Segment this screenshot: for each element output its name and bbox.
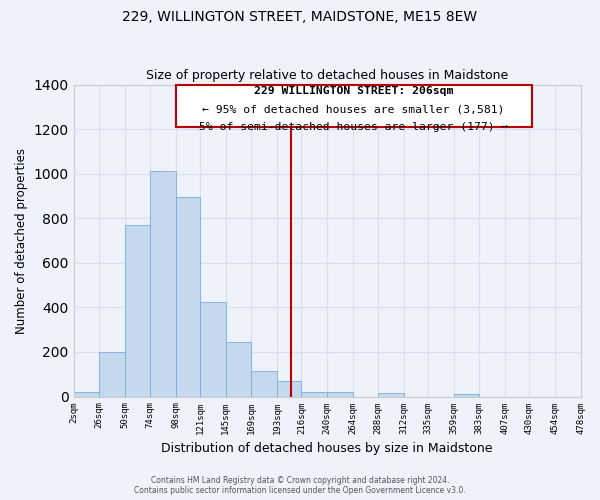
Bar <box>251 372 277 396</box>
Title: Size of property relative to detached houses in Maidstone: Size of property relative to detached ho… <box>146 69 508 82</box>
X-axis label: Distribution of detached houses by size in Maidstone: Distribution of detached houses by size … <box>161 442 493 455</box>
Bar <box>150 172 176 396</box>
Text: 5% of semi-detached houses are larger (177) →: 5% of semi-detached houses are larger (1… <box>199 122 508 132</box>
Bar <box>327 392 353 396</box>
Bar <box>277 380 301 396</box>
Bar <box>301 392 327 396</box>
Bar <box>378 393 404 396</box>
Bar <box>99 352 125 397</box>
Bar <box>200 302 226 396</box>
Bar <box>226 342 251 396</box>
Text: Contains HM Land Registry data © Crown copyright and database right 2024.
Contai: Contains HM Land Registry data © Crown c… <box>134 476 466 495</box>
Text: 229 WILLINGTON STREET: 206sqm: 229 WILLINGTON STREET: 206sqm <box>254 86 454 96</box>
Bar <box>74 392 99 396</box>
Y-axis label: Number of detached properties: Number of detached properties <box>15 148 28 334</box>
Text: 229, WILLINGTON STREET, MAIDSTONE, ME15 8EW: 229, WILLINGTON STREET, MAIDSTONE, ME15 … <box>122 10 478 24</box>
Bar <box>125 225 150 396</box>
Bar <box>176 197 200 396</box>
Bar <box>454 394 479 396</box>
Text: ← 95% of detached houses are smaller (3,581): ← 95% of detached houses are smaller (3,… <box>202 104 505 114</box>
FancyBboxPatch shape <box>176 84 532 127</box>
